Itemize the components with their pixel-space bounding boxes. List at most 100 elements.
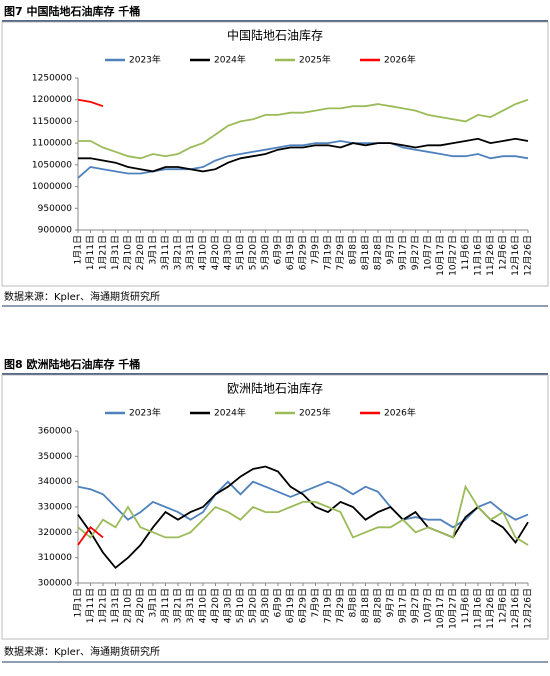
y-tick-label: 1050000 bbox=[32, 160, 72, 170]
x-tick-label: 3月31日 bbox=[185, 235, 196, 270]
series-line bbox=[77, 484, 529, 546]
x-tick-label: 8月28日 bbox=[373, 588, 384, 623]
x-tick-label: 7月9日 bbox=[310, 235, 321, 264]
x-tick-label: 10月17日 bbox=[435, 235, 446, 276]
source-note: 数据来源：Kpler、海通期货研究所 bbox=[4, 645, 160, 658]
y-tick-label: 1100000 bbox=[32, 139, 72, 149]
x-tick-label: 4月30日 bbox=[223, 588, 234, 623]
x-tick-label: 11月16日 bbox=[473, 588, 484, 629]
legend-label: 2025年 bbox=[299, 407, 331, 419]
y-tick-label: 1000000 bbox=[32, 182, 72, 192]
x-tick-label: 3月1日 bbox=[148, 588, 159, 617]
x-tick-label: 5月20日 bbox=[248, 235, 259, 270]
y-tick-label: 900000 bbox=[38, 226, 73, 236]
x-tick-label: 1月31日 bbox=[110, 588, 121, 623]
x-tick-label: 8月8日 bbox=[348, 235, 359, 264]
x-tick-label: 8月8日 bbox=[348, 588, 359, 617]
x-tick-label: 10月7日 bbox=[423, 588, 434, 623]
x-tick-label: 4月20日 bbox=[210, 235, 221, 270]
x-tick-label: 6月9日 bbox=[273, 235, 284, 264]
x-tick-label: 2月20日 bbox=[135, 588, 146, 623]
x-tick-label: 5月20日 bbox=[248, 588, 259, 623]
x-tick-label: 4月30日 bbox=[223, 235, 234, 270]
x-tick-label: 3月11日 bbox=[160, 235, 171, 270]
y-tick-label: 1250000 bbox=[32, 74, 72, 84]
x-tick-label: 11月6日 bbox=[460, 235, 471, 270]
x-tick-label: 4月10日 bbox=[198, 588, 209, 623]
y-tick-label: 1200000 bbox=[32, 95, 72, 105]
y-tick-label: 340000 bbox=[38, 477, 73, 487]
series-line bbox=[78, 137, 529, 173]
x-tick-label: 3月1日 bbox=[148, 235, 159, 264]
legend-label: 2024年 bbox=[214, 54, 246, 66]
y-tick-label: 320000 bbox=[38, 528, 73, 538]
x-tick-label: 2月20日 bbox=[135, 235, 146, 270]
x-tick-label: 2月10日 bbox=[123, 235, 134, 270]
y-tick-label: 330000 bbox=[38, 503, 73, 513]
legend-label: 2023年 bbox=[129, 54, 161, 66]
x-tick-label: 8月28日 bbox=[373, 235, 384, 270]
x-tick-label: 6月9日 bbox=[273, 588, 284, 617]
x-tick-label: 6月29日 bbox=[298, 588, 309, 623]
x-tick-label: 11月16日 bbox=[473, 235, 484, 276]
x-tick-label: 3月31日 bbox=[185, 588, 196, 623]
x-tick-label: 5月30日 bbox=[260, 235, 271, 270]
x-tick-label: 9月27日 bbox=[410, 588, 421, 623]
y-tick-label: 310000 bbox=[38, 553, 73, 563]
x-tick-label: 3月11日 bbox=[160, 588, 171, 623]
x-tick-label: 6月29日 bbox=[298, 235, 309, 270]
legend-label: 2023年 bbox=[129, 407, 161, 419]
legend-label: 2024年 bbox=[214, 407, 246, 419]
y-tick-label: 1150000 bbox=[32, 117, 72, 127]
x-tick-label: 1月31日 bbox=[110, 235, 121, 270]
x-tick-label: 5月10日 bbox=[235, 235, 246, 270]
x-tick-label: 8月18日 bbox=[360, 588, 371, 623]
legend-label: 2025年 bbox=[299, 54, 331, 66]
y-tick-label: 350000 bbox=[38, 452, 73, 462]
x-tick-label: 9月27日 bbox=[410, 235, 421, 270]
x-tick-label: 12月16日 bbox=[510, 235, 521, 276]
x-tick-label: 4月10日 bbox=[198, 235, 209, 270]
chart-frame bbox=[1, 21, 549, 287]
x-tick-label: 8月18日 bbox=[360, 235, 371, 270]
x-tick-label: 1月11日 bbox=[85, 235, 96, 270]
x-tick-label: 6月19日 bbox=[285, 235, 296, 270]
legend-label: 2026年 bbox=[384, 54, 416, 66]
x-tick-label: 7月29日 bbox=[335, 235, 346, 270]
series-line bbox=[77, 465, 529, 570]
x-tick-label: 1月1日 bbox=[73, 588, 84, 617]
x-tick-label: 11月26日 bbox=[485, 588, 496, 629]
x-tick-label: 2月10日 bbox=[123, 588, 134, 623]
x-tick-label: 1月11日 bbox=[85, 588, 96, 623]
x-tick-label: 9月17日 bbox=[398, 235, 409, 270]
x-tick-label: 5月10日 bbox=[235, 588, 246, 623]
figure-caption: 图8 欧洲陆地石油库存 千桶 bbox=[4, 357, 140, 371]
chart-title: 欧洲陆地石油库存 bbox=[227, 381, 323, 396]
series-line bbox=[77, 480, 529, 529]
x-tick-label: 6月19日 bbox=[285, 588, 296, 623]
x-tick-label: 10月17日 bbox=[435, 588, 446, 629]
chart-frame bbox=[1, 374, 549, 640]
x-tick-label: 7月29日 bbox=[335, 588, 346, 623]
x-tick-label: 9月17日 bbox=[398, 588, 409, 623]
x-tick-label: 11月26日 bbox=[485, 235, 496, 276]
legend-label: 2026年 bbox=[384, 407, 416, 419]
x-tick-label: 1月21日 bbox=[98, 588, 109, 623]
x-tick-label: 10月27日 bbox=[448, 235, 459, 276]
series-line bbox=[77, 140, 529, 179]
x-tick-label: 1月21日 bbox=[98, 235, 109, 270]
x-tick-label: 10月27日 bbox=[448, 588, 459, 629]
x-tick-label: 7月9日 bbox=[310, 588, 321, 617]
x-tick-label: 5月30日 bbox=[260, 588, 271, 623]
figure-caption: 图7 中国陆地石油库存 千桶 bbox=[4, 4, 140, 18]
x-tick-label: 3月21日 bbox=[173, 235, 184, 270]
series-line bbox=[77, 525, 104, 546]
x-tick-label: 12月26日 bbox=[523, 588, 534, 629]
chart-title: 中国陆地石油库存 bbox=[227, 28, 323, 43]
x-tick-label: 7月19日 bbox=[323, 235, 334, 270]
x-tick-label: 12月26日 bbox=[523, 235, 534, 276]
x-tick-label: 7月19日 bbox=[323, 588, 334, 623]
x-tick-label: 9月7日 bbox=[385, 588, 396, 617]
x-tick-label: 12月6日 bbox=[498, 588, 509, 623]
